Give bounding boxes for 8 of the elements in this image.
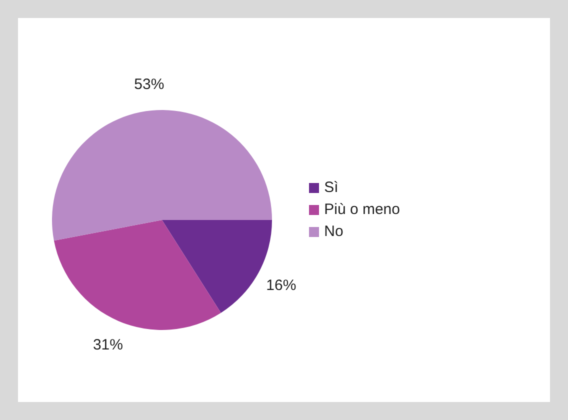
legend-label: Più o meno <box>324 200 400 220</box>
data-label: 16% <box>266 277 296 294</box>
pie-slice <box>52 110 272 241</box>
data-label: 53% <box>134 76 164 94</box>
legend-label: No <box>324 222 344 242</box>
data-label: 31% <box>92 336 124 354</box>
pie-slice <box>54 220 221 330</box>
legend-label: Sì <box>324 178 338 198</box>
